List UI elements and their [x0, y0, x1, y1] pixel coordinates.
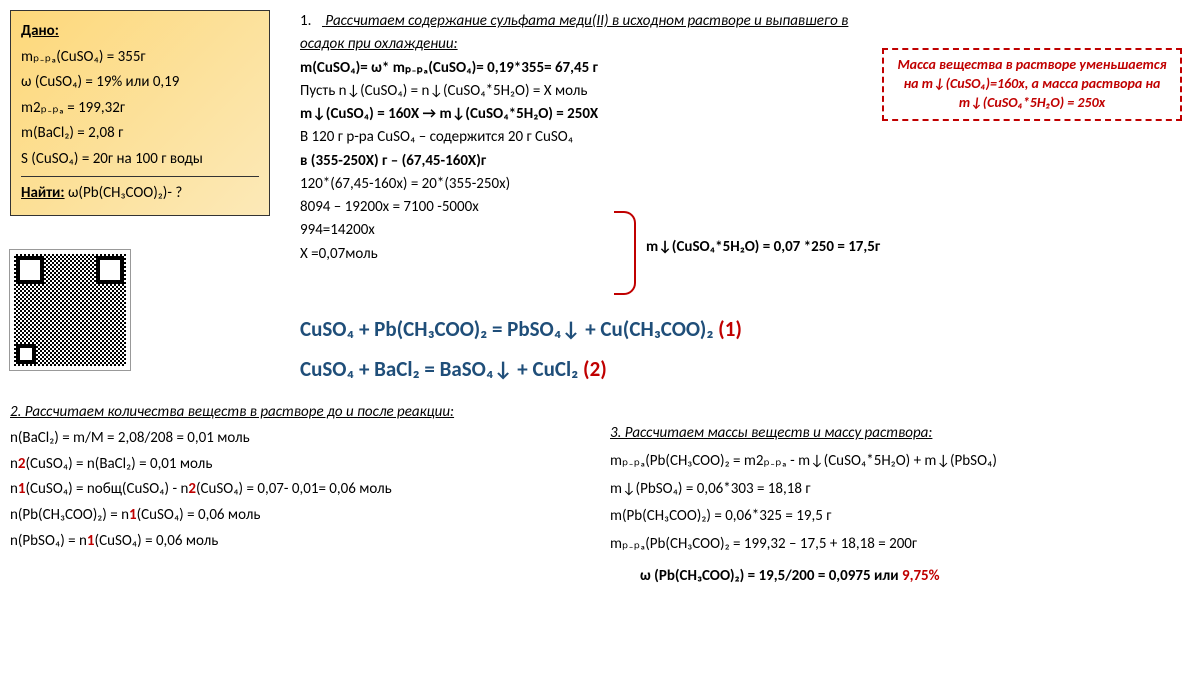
given-line: ω (CuSO₄) = 19% или 0,19: [21, 70, 259, 96]
qr-code: [10, 250, 130, 370]
step1-line: m(CuSO₄)= ω* mₚ₋ₚₐ(CuSO₄)= 0,19*355= 67,…: [300, 57, 870, 80]
t: (CuSO₄) = 0,06 моль: [95, 532, 219, 550]
eq-text: CuSO₄ + BaCl₂ = BaSO₄↓ + CuCl₂: [300, 356, 583, 382]
idx: 1: [18, 480, 26, 498]
calc-text: В 120 г р-ра CuSO₄ – содержится 20 г CuS…: [300, 128, 573, 146]
step1-num: 1.: [300, 10, 322, 33]
note-line: Масса вещества в растворе уменьшается на…: [892, 56, 1172, 94]
given-box: Дано: mₚ₋ₚₐ(CuSO₄) = 355г ω (CuSO₄) = 19…: [10, 10, 270, 216]
find-label: Найти:: [21, 184, 65, 202]
final-answer: ω (Pb(CH₃COO)₂) = 19,5/200 = 0,0975 или …: [610, 559, 1190, 591]
calc-text: m(CuSO₄)= ω* mₚ₋ₚₐ(CuSO₄)= 0,19*355= 67,…: [300, 59, 598, 77]
step2-line: n(BaCl₂) = m/M = 2,08/208 = 0,01 моль: [10, 426, 580, 452]
step1-line: 120*(67,45-160x) = 20*(355-250x): [300, 173, 870, 196]
given-line: m2ₚ₋ₚₐ = 199,32г: [21, 96, 259, 122]
t: (CuSO₄) = nобщ(CuSO₄) - n: [26, 480, 189, 498]
equations-block: CuSO₄ + Pb(CH₃COO)₂ = PbSO₄↓ + Cu(CH₃COO…: [300, 310, 742, 390]
t: (CuSO₄) = 0,07- 0,01= 0,06 моль: [196, 480, 392, 498]
step3-title: 3. Рассчитаем массы веществ и массу раст…: [610, 420, 1190, 448]
t: n(PbSO₄) = n: [10, 532, 87, 550]
step3-line: m↓(PbSO₄) = 0,06*303 = 18,18 г: [610, 476, 1190, 504]
step2-block: 2. Рассчитаем количества веществ в раств…: [10, 400, 580, 555]
step2-line: n(PbSO₄) = n1(CuSO₄) = 0,06 моль: [10, 529, 580, 555]
t: n: [10, 480, 18, 498]
brace-label: m↓(CuSO₄*5H₂O) = 0,07 *250 = 17,5г: [646, 238, 880, 256]
step1-title: 1. Рассчитаем содержание сульфата меди(I…: [300, 10, 870, 57]
step1-title-text: Рассчитаем содержание сульфата меди(II) …: [300, 12, 848, 53]
given-line: mₚ₋ₚₐ(CuSO₄) = 355г: [21, 45, 259, 71]
eq-text: CuSO₄ + Pb(CH₃COO)₂ = PbSO₄↓ + Cu(CH₃COO…: [300, 316, 718, 342]
idx: 2: [18, 455, 26, 473]
step1-line: В 120 г р-ра CuSO₄ – содержится 20 г CuS…: [300, 126, 870, 149]
calc-text: m↓(CuSO₄) = 160X → m↓(CuSO₄*5H₂O) = 250X: [300, 105, 598, 123]
given-line: S (CuSO₄) = 20г на 100 г воды: [21, 147, 259, 173]
step2-line: n(Pb(CH₃COO)₂) = n1(CuSO₄) = 0,06 моль: [10, 503, 580, 529]
find-row: Найти: ω(Pb(CH₃COO)₂)- ?: [21, 176, 259, 207]
note-line: m↓(CuSO₄*5H₂O) = 250x: [892, 94, 1172, 113]
t: n(Pb(CH₃COO)₂) = n: [10, 506, 129, 524]
step2-title: 2. Рассчитаем количества веществ в раств…: [10, 400, 580, 426]
step3-line: mₚ₋ₚₐ(Pb(CH₃COO)₂ = m2ₚ₋ₚₐ - m↓(CuSO₄*5H…: [610, 448, 1190, 476]
step1-line: Пусть n↓(CuSO₄) = n↓(CuSO₄*5H₂O) = X мол…: [300, 80, 870, 103]
idx: 2: [188, 480, 196, 498]
given-line: m(BaCl₂) = 2,08 г: [21, 121, 259, 147]
brace-icon: [614, 211, 636, 295]
calc-text: Пусть n↓(CuSO₄) = n↓(CuSO₄*5H₂O) = X мол…: [300, 82, 587, 100]
eq-num: (2): [583, 356, 607, 382]
idx: 1: [129, 506, 137, 524]
final-text: ω (Pb(CH₃COO)₂) = 19,5/200 = 0,0975 или: [640, 567, 902, 585]
step1-line: m↓(CuSO₄) = 160X → m↓(CuSO₄*5H₂O) = 250X: [300, 103, 870, 126]
step3-line: m(Pb(CH₃COO)₂) = 0,06*325 = 19,5 г: [610, 503, 1190, 531]
equation-2: CuSO₄ + BaCl₂ = BaSO₄↓ + CuCl₂ (2): [300, 350, 742, 390]
equation-1: CuSO₄ + Pb(CH₃COO)₂ = PbSO₄↓ + Cu(CH₃COO…: [300, 310, 742, 350]
step1-line: 8094 – 19200x = 7100 -5000x: [300, 196, 870, 219]
step2-line: n1(CuSO₄) = nобщ(CuSO₄) - n2(CuSO₄) = 0,…: [10, 477, 580, 503]
t: (CuSO₄) = 0,06 моль: [137, 506, 261, 524]
t: n: [10, 455, 18, 473]
final-value: 9,75%: [902, 567, 940, 585]
eq-num: (1): [718, 316, 742, 342]
calc-text: в (355-250X) г – (67,45-160X)г: [300, 152, 486, 170]
find-value: ω(Pb(CH₃COO)₂)- ?: [65, 184, 183, 202]
t: (CuSO₄) = n(BaCl₂) = 0,01 моль: [26, 455, 213, 473]
step1-line: в (355-250X) г – (67,45-160X)г: [300, 150, 870, 173]
given-title: Дано:: [21, 19, 259, 45]
idx: 1: [87, 532, 95, 550]
note-box: Масса вещества в растворе уменьшается на…: [882, 48, 1182, 121]
step3-block: 3. Рассчитаем массы веществ и массу раст…: [610, 420, 1190, 591]
step3-line: mₚ₋ₚₐ(Pb(CH₃COO)₂ = 199,32 – 17,5 + 18,1…: [610, 531, 1190, 559]
step2-line: n2(CuSO₄) = n(BaCl₂) = 0,01 моль: [10, 452, 580, 478]
step1-block: 1. Рассчитаем содержание сульфата меди(I…: [300, 10, 870, 266]
